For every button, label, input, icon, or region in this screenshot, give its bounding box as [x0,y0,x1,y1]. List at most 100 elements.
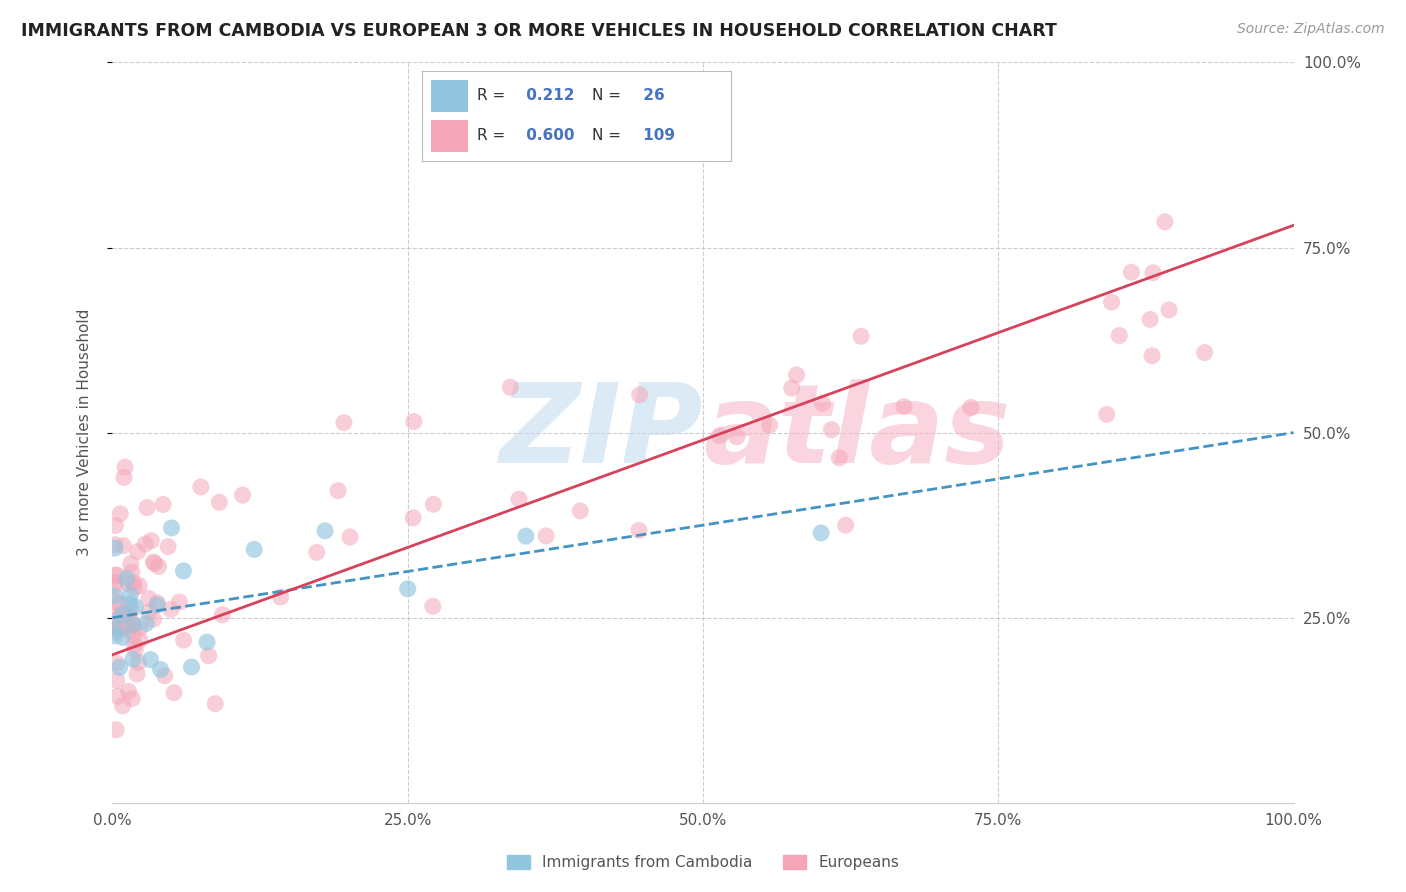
Point [628,388,651,402]
Point [105,723,128,737]
Point [104,595,127,609]
Point [112,539,135,553]
Text: R =: R = [478,88,510,103]
Point [118,597,141,611]
Point [110,621,132,635]
Point [122,575,145,590]
Point [120,588,142,602]
Point [569,504,592,518]
Point [243,542,266,557]
Point [232,488,254,502]
Text: 0.600: 0.600 [520,128,574,143]
Point [515,529,537,543]
Point [780,381,803,395]
Point [959,401,981,415]
Point [508,492,530,507]
Legend: Immigrants from Cambodia, Europeans: Immigrants from Cambodia, Europeans [501,849,905,877]
Point [104,621,127,635]
Point [1154,215,1177,229]
Point [190,480,212,494]
Point [138,605,160,619]
Point [107,690,129,704]
Point [142,612,165,626]
Point [108,596,131,610]
Point [326,483,349,498]
Point [142,555,165,569]
Point [120,599,142,614]
Point [153,669,176,683]
Point [1142,266,1164,280]
Point [180,660,202,674]
Point [118,623,141,637]
Point [828,450,851,465]
Point [396,582,419,596]
Point [314,524,336,538]
Point [124,581,146,595]
FancyBboxPatch shape [432,80,468,112]
Point [108,660,131,674]
Point [849,329,872,343]
Text: 109: 109 [638,128,675,143]
Point [1194,345,1216,359]
Point [197,648,219,663]
Point [104,624,127,639]
Point [122,652,145,666]
Point [134,537,156,551]
Text: 0.212: 0.212 [520,88,574,103]
Text: IMMIGRANTS FROM CAMBODIA VS EUROPEAN 3 OR MORE VEHICLES IN HOUSEHOLD CORRELATION: IMMIGRANTS FROM CAMBODIA VS EUROPEAN 3 O… [21,22,1057,40]
Point [534,529,557,543]
Point [138,591,160,606]
Point [725,430,748,444]
Point [114,617,136,632]
Point [820,423,842,437]
Point [124,643,146,657]
Point [1140,349,1163,363]
Point [422,497,444,511]
Y-axis label: 3 or more Vehicles in Household: 3 or more Vehicles in Household [77,309,91,557]
Point [114,613,136,627]
Point [136,500,159,515]
Point [117,684,139,698]
Point [104,589,127,603]
Point [115,610,138,624]
Point [305,545,328,559]
Point [104,518,127,533]
Point [204,697,226,711]
Point [128,656,150,670]
Point [143,557,166,571]
Point [104,613,127,627]
Point [105,673,128,688]
Point [785,368,807,382]
Point [107,568,129,582]
Point [115,572,138,586]
FancyBboxPatch shape [432,120,468,152]
Point [104,579,127,593]
Point [195,635,218,649]
Point [114,460,136,475]
Point [104,629,127,643]
Point [108,620,131,634]
Point [152,498,174,512]
Point [422,599,444,614]
Point [402,511,425,525]
Point [139,652,162,666]
Point [122,619,145,633]
Point [211,607,233,622]
Point [810,525,832,540]
Point [112,470,135,484]
Point [834,518,856,533]
Point [121,565,143,579]
Point [128,632,150,647]
Text: 26: 26 [638,88,665,103]
Point [105,656,128,670]
Point [169,595,191,609]
Point [122,617,145,632]
Point [160,521,183,535]
Point [104,538,127,552]
Point [1095,407,1118,421]
Text: atlas: atlas [703,379,1011,486]
Point [146,596,169,610]
Point [811,396,834,410]
Point [128,579,150,593]
Point [709,428,731,442]
